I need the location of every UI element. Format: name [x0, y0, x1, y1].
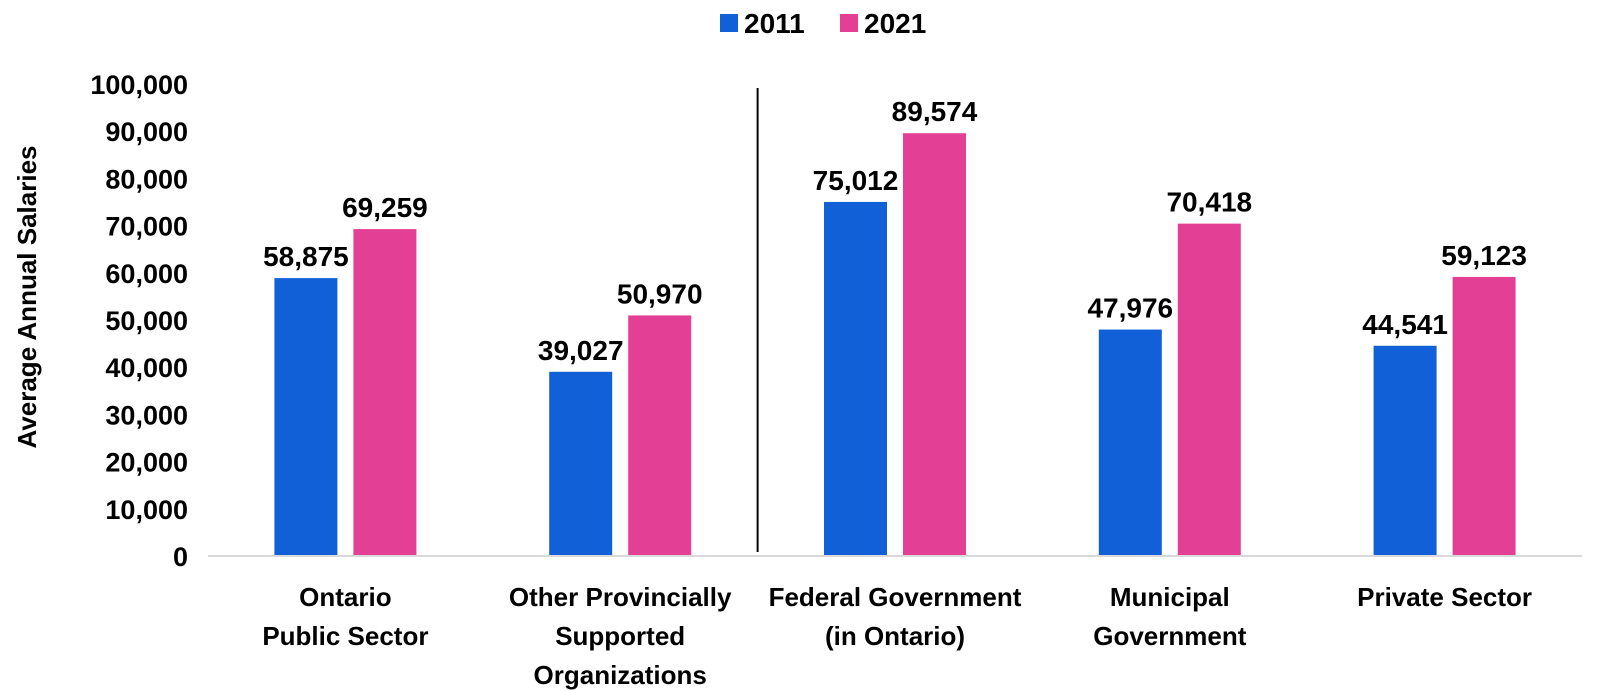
y-tick-label: 50,000 [105, 306, 188, 336]
bar-2011 [1098, 329, 1162, 556]
data-label: 89,574 [892, 96, 978, 127]
category-label: Municipal Government [1093, 582, 1246, 651]
data-label: 47,976 [1087, 293, 1173, 324]
category-label: Federal Government (in Ontario) [769, 582, 1022, 651]
data-label: 44,541 [1362, 309, 1448, 340]
bar-2011 [274, 278, 338, 556]
y-tick-label: 30,000 [105, 400, 188, 430]
y-tick-label: 10,000 [105, 495, 188, 525]
legend-swatch-2011 [720, 14, 738, 32]
bar-2011 [824, 201, 887, 556]
legend-swatch-2021 [840, 14, 858, 32]
y-axis-ticks: 0 10,000 20,000 30,000 40,000 50,000 60,000 70,… [90, 70, 188, 572]
data-label: 39,027 [538, 335, 624, 366]
bar-2011 [1373, 345, 1437, 556]
bar-2021 [903, 133, 966, 556]
y-tick-label: 90,000 [105, 117, 188, 147]
legend: 2011 2021 [720, 8, 926, 39]
y-tick-label: 60,000 [105, 259, 188, 289]
legend-label: 2021 [864, 8, 926, 39]
bar-2011 [549, 371, 613, 556]
bar-2021 [1177, 223, 1241, 556]
data-label: 75,012 [813, 165, 899, 196]
legend-label: 2011 [744, 8, 805, 39]
data-label: 58,875 [263, 241, 349, 272]
data-label: 50,970 [617, 278, 703, 309]
data-label: 59,123 [1441, 240, 1527, 271]
data-label: 70,418 [1166, 187, 1252, 218]
y-tick-label: 20,000 [105, 448, 188, 478]
y-tick-label: 40,000 [105, 353, 188, 383]
y-tick-label: 100,000 [90, 70, 188, 100]
category-label: Ontario Public Sector [262, 582, 428, 651]
bar-2021 [1452, 276, 1516, 556]
y-tick-label: 80,000 [105, 164, 188, 194]
y-axis-title: Average Annual Salaries [12, 146, 42, 449]
y-tick-label: 70,000 [105, 212, 188, 242]
data-label: 69,259 [342, 192, 428, 223]
category-labels: Ontario Public Sector Other Provincially Su… [262, 582, 1532, 690]
category-label: Private Sector [1357, 582, 1532, 612]
bar-2021 [353, 229, 417, 556]
category-label: Other Provincially Supported Organizations [509, 582, 732, 690]
y-tick-label: 0 [173, 542, 188, 572]
bars: 58,875 69,259 39,027 50,970 75,012 89,574 47,9… [263, 96, 1527, 556]
bar-2021 [628, 315, 692, 556]
